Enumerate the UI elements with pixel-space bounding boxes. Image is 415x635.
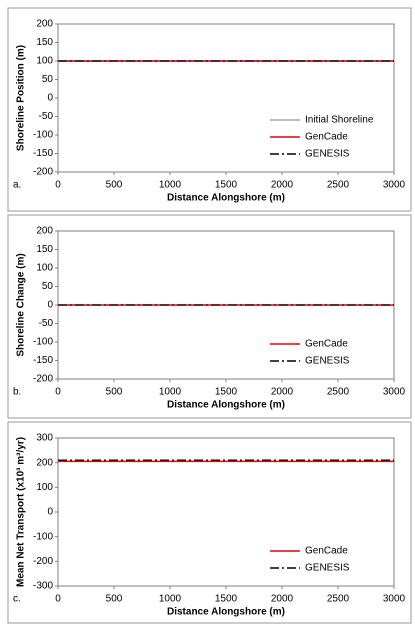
- legend-label: GenCade: [305, 132, 348, 143]
- x-tick-label: 3000: [383, 594, 406, 605]
- panel-label: b.: [13, 387, 21, 398]
- x-tick-label: 2500: [327, 387, 350, 398]
- y-tick-label: 150: [36, 37, 53, 48]
- x-tick-label: 0: [55, 180, 61, 191]
- y-axis-label: Shoreline Change (m): [16, 253, 27, 356]
- y-tick-label: 100: [36, 482, 53, 493]
- x-tick-label: 1500: [215, 387, 238, 398]
- x-tick-label: 500: [106, 180, 123, 191]
- y-tick-label: 200: [36, 457, 53, 468]
- y-tick-label: 0: [47, 93, 53, 104]
- legend-label: GENESIS: [305, 356, 350, 367]
- x-tick-label: 500: [106, 594, 123, 605]
- legend-label: Initial Shoreline: [305, 115, 374, 126]
- x-tick-label: 0: [55, 387, 61, 398]
- y-tick-label: 200: [36, 19, 53, 30]
- x-tick-label: 2500: [327, 180, 350, 191]
- y-tick-label: 0: [47, 300, 53, 311]
- y-tick-label: 100: [36, 56, 53, 67]
- legend-label: GenCade: [305, 339, 348, 350]
- x-tick-label: 3000: [383, 180, 406, 191]
- y-tick-label: 150: [36, 244, 53, 255]
- legend-label: GenCade: [305, 546, 348, 557]
- x-tick-label: 0: [55, 594, 61, 605]
- y-tick-label: -50: [39, 111, 54, 122]
- panel-border: [7, 7, 412, 212]
- y-tick-label: -150: [33, 148, 53, 159]
- y-tick-label: 50: [42, 281, 54, 292]
- x-tick-label: 2000: [271, 180, 294, 191]
- y-tick-label: 0: [47, 507, 53, 518]
- x-tick-label: 2500: [327, 594, 350, 605]
- y-tick-label: -100: [33, 130, 53, 141]
- y-tick-label: -200: [33, 167, 53, 178]
- x-axis-label: Distance Alongshore (m): [167, 607, 285, 618]
- x-tick-label: 1000: [159, 594, 182, 605]
- y-axis-label: Mean Net Transport (x10³ m³/yr): [16, 437, 27, 587]
- x-tick-label: 1500: [215, 594, 238, 605]
- y-tick-label: 50: [42, 74, 54, 85]
- x-tick-label: 1000: [159, 180, 182, 191]
- x-tick-label: 1500: [215, 180, 238, 191]
- y-tick-label: -200: [33, 556, 53, 567]
- x-tick-label: 500: [106, 387, 123, 398]
- y-tick-label: -300: [33, 581, 53, 592]
- y-tick-label: 100: [36, 263, 53, 274]
- legend-label: GENESIS: [305, 563, 350, 574]
- panel-border: [7, 421, 412, 624]
- x-tick-label: 2000: [271, 594, 294, 605]
- y-tick-label: -50: [39, 318, 54, 329]
- y-tick-label: -150: [33, 355, 53, 366]
- panel-border: [7, 214, 412, 419]
- x-tick-label: 3000: [383, 387, 406, 398]
- legend-label: GENESIS: [305, 149, 350, 160]
- x-axis-label: Distance Alongshore (m): [167, 400, 285, 411]
- y-axis-label: Shoreline Position (m): [16, 45, 27, 151]
- y-tick-label: -100: [33, 531, 53, 542]
- y-tick-label: 300: [36, 433, 53, 444]
- y-tick-label: -100: [33, 337, 53, 348]
- x-tick-label: 2000: [271, 387, 294, 398]
- x-axis-label: Distance Alongshore (m): [167, 193, 285, 204]
- panel-label: a.: [13, 180, 21, 191]
- y-tick-label: 200: [36, 226, 53, 237]
- y-tick-label: -200: [33, 374, 53, 385]
- panel-label: c.: [13, 594, 21, 605]
- x-tick-label: 1000: [159, 387, 182, 398]
